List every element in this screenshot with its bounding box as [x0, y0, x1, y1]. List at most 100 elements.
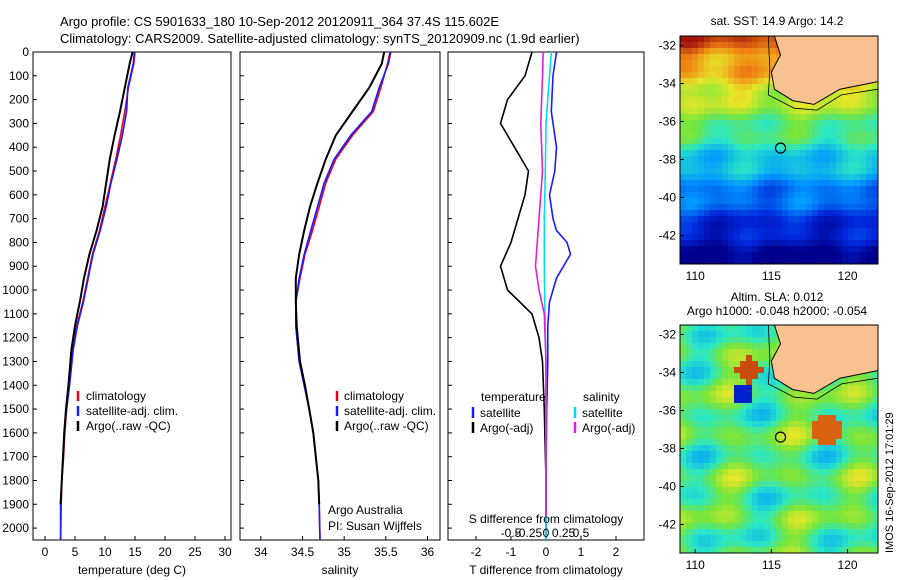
map-cell: [830, 499, 837, 506]
map-cell: [740, 397, 747, 404]
map-cell: [842, 210, 849, 217]
map-cell: [854, 487, 861, 494]
map-cell: [842, 451, 849, 458]
map-cell: [734, 529, 741, 536]
map-cell: [788, 469, 795, 476]
map-cell: [860, 505, 867, 512]
map-cell: [740, 198, 747, 205]
map-cell: [746, 42, 753, 49]
argo-australia-label: Argo Australia: [328, 503, 403, 517]
map-cell: [734, 36, 741, 43]
map-cell: [866, 397, 873, 404]
map-cell: [686, 529, 693, 536]
map-cell: [722, 523, 729, 530]
map-cell: [848, 403, 855, 410]
map-cell: [746, 36, 753, 43]
map-cell: [806, 547, 813, 554]
map-cell: [824, 409, 831, 416]
map-cell: [740, 114, 747, 121]
map-cell: [722, 48, 729, 55]
map-cell: [770, 343, 777, 350]
map-cell: [710, 343, 717, 350]
map-cell: [758, 192, 765, 199]
map-cell: [710, 192, 717, 199]
map-cell: [764, 132, 771, 139]
map-cell: [770, 180, 777, 187]
map-cell: [842, 144, 849, 151]
map-cell: [734, 198, 741, 205]
map-cell: [866, 132, 873, 139]
y-tick-label: -40: [659, 191, 677, 205]
map-cell: [842, 246, 849, 253]
sla-map-title-2: Argo h1000: -0.048 h2000: -0.054: [687, 304, 867, 318]
map-cell: [704, 96, 711, 103]
map-cell: [710, 60, 717, 67]
map-cell: [716, 66, 723, 73]
map-cell: [764, 445, 771, 452]
map-cell: [836, 421, 843, 428]
map-cell: [716, 234, 723, 241]
map-cell: [722, 258, 729, 265]
map-cell: [830, 487, 837, 494]
map-cell: [866, 505, 873, 512]
y-tick-label: 800: [9, 235, 29, 249]
map-cell: [752, 373, 759, 380]
map-cell: [770, 397, 777, 404]
map-cell: [752, 397, 759, 404]
map-cell: [740, 150, 747, 157]
map-cell: [710, 403, 717, 410]
map-cell: [812, 451, 819, 458]
map-cell: [794, 427, 801, 434]
map-cell: [848, 409, 855, 416]
map-cell: [752, 469, 759, 476]
map-cell: [872, 222, 879, 229]
legend-label: satellite-adj. clim.: [344, 404, 436, 418]
map-cell: [860, 246, 867, 253]
y-tick-label: 1200: [2, 331, 29, 345]
map-cell: [764, 385, 771, 392]
map-cell: [806, 246, 813, 253]
map-cell: [860, 511, 867, 518]
map-cell: [740, 108, 747, 115]
map-cell: [740, 204, 747, 211]
map-cell: [842, 517, 849, 524]
map-cell: [752, 150, 759, 157]
map-cell: [842, 385, 849, 392]
map-cell: [710, 48, 717, 55]
map-cell: [728, 84, 735, 91]
map-cell: [848, 469, 855, 476]
map-cell: [848, 156, 855, 163]
y-tick-label: 2000: [2, 521, 29, 535]
map-cell: [752, 228, 759, 235]
map-cell: [734, 42, 741, 49]
map-cell: [716, 96, 723, 103]
map-cell: [776, 403, 783, 410]
map-cell: [824, 475, 831, 482]
map-cell: [860, 162, 867, 169]
map-cell: [716, 114, 723, 121]
map-cell: [686, 156, 693, 163]
map-cell: [806, 258, 813, 265]
map-cell: [812, 132, 819, 139]
map-cell: [836, 481, 843, 488]
map-cell: [704, 222, 711, 229]
map-cell: [848, 234, 855, 241]
map-cell: [800, 180, 807, 187]
map-cell: [836, 162, 843, 169]
map-cell: [692, 240, 699, 247]
map-cell: [734, 180, 741, 187]
map-cell: [692, 439, 699, 446]
map-cell: [734, 162, 741, 169]
map-cell: [746, 228, 753, 235]
map-cell: [770, 445, 777, 452]
x-tick-label: 34: [254, 545, 268, 559]
map-cell: [740, 349, 747, 356]
map-cell: [770, 337, 777, 344]
map-cell: [680, 463, 687, 470]
map-cell: [698, 529, 705, 536]
map-cell: [686, 475, 693, 482]
map-cell: [806, 535, 813, 542]
map-cell: [860, 445, 867, 452]
map-cell: [734, 397, 741, 404]
map-cell: [836, 210, 843, 217]
